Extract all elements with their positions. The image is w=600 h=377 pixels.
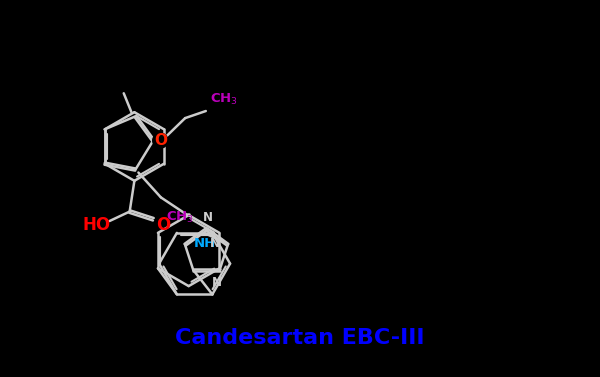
Text: N: N <box>212 276 221 290</box>
Text: O: O <box>154 133 167 148</box>
Text: NH: NH <box>193 237 215 250</box>
Text: CH$_3$: CH$_3$ <box>166 210 194 225</box>
Text: N: N <box>210 237 220 250</box>
Text: CH$_3$: CH$_3$ <box>210 92 238 107</box>
Text: Candesartan EBC-III: Candesartan EBC-III <box>175 328 425 348</box>
Text: HO: HO <box>82 216 110 234</box>
Text: O: O <box>155 216 170 234</box>
Text: N: N <box>203 211 212 224</box>
